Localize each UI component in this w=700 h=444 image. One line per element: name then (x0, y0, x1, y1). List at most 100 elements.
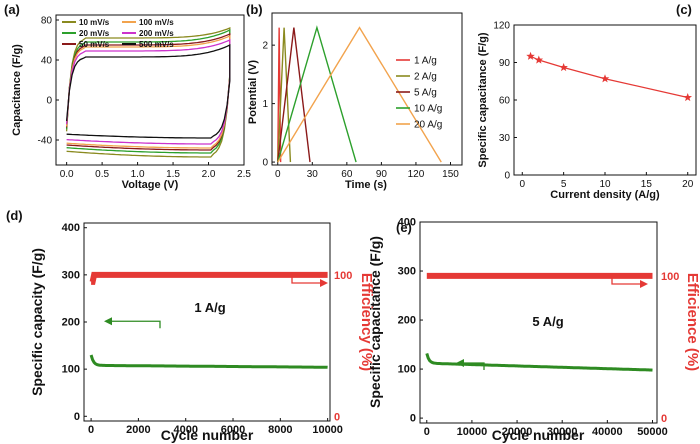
x-tick-label: 150 (442, 169, 459, 180)
y-tick-label: 400 (62, 222, 80, 234)
x-tick-label: 50000 (637, 426, 668, 438)
panel-d-xlabel: Cycle number (161, 427, 254, 443)
red-arrowhead (320, 279, 328, 287)
x-tick-label: 20 (682, 179, 694, 190)
rate-point-0 (526, 51, 535, 60)
panel-c-xlabel: Current density (A/g) (550, 189, 660, 201)
y-tick-label: 100 (398, 364, 416, 376)
x-tick-label: 0 (275, 169, 281, 180)
legend-entry: 10 mV/s (79, 18, 110, 27)
panel-d: (d) Cycle number Specific capacity (F/g)… (6, 208, 375, 443)
legend-entry: 50 mV/s (79, 40, 110, 49)
panel-b: (b) Time (s) Potential (V) 0 30 60 90 120 150… (246, 2, 463, 191)
red-arrow (611, 274, 640, 285)
x-tick-label: 0.0 (60, 169, 74, 180)
x-tick-label: 0 (519, 179, 525, 190)
right-tick-label: 100 (661, 271, 679, 283)
x-tick-label: 10 (599, 179, 611, 190)
panel-a-xlabel: Voltage (V) (122, 179, 179, 191)
panel-d-frame (83, 222, 331, 422)
y-tick-label: 0 (262, 158, 268, 169)
panel-d-ylabel-right: Efficiency (%) (358, 273, 375, 371)
y-tick-label: 120 (493, 21, 510, 32)
panel-a-label: (a) (4, 2, 20, 17)
green-arrowhead (104, 317, 112, 326)
x-tick-label: 6000 (221, 424, 245, 436)
x-tick-label: 90 (376, 169, 388, 180)
x-tick-label: 1.0 (131, 169, 145, 180)
x-tick-label: 1.5 (166, 169, 180, 180)
x-tick-label: 0.5 (95, 169, 109, 180)
y-tick-label: 300 (62, 269, 80, 281)
x-tick-label: 30000 (547, 426, 578, 438)
x-tick-label: 40000 (592, 426, 623, 438)
panel-c-frame (513, 24, 697, 176)
y-tick-label: 0 (504, 171, 510, 182)
y-tick-label: 1 (262, 99, 268, 110)
rate-point-4 (683, 93, 693, 102)
green-arrow (110, 320, 161, 329)
gcd-curve-3 (277, 25, 357, 163)
y-tick-label: 100 (62, 364, 80, 376)
y-tick-label: -40 (38, 136, 53, 147)
panel-e-annotation: 5 A/g (532, 314, 563, 329)
rate-line (530, 55, 688, 99)
y-tick-label: 30 (499, 133, 511, 144)
y-tick-label: 300 (398, 266, 416, 278)
y-tick-label: 0 (46, 96, 52, 107)
x-tick-label: 10000 (312, 424, 343, 436)
panel-e-label: (e) (396, 220, 412, 235)
x-tick-label: 20000 (502, 426, 533, 438)
y-tick-label: 200 (62, 317, 80, 329)
panel-b-frame (271, 12, 463, 166)
panel-d-ylabel: Specific capacity (F/g) (29, 248, 45, 396)
panel-a-ylabel: Capacitance (F/g) (11, 44, 23, 136)
x-tick-label: 10000 (457, 426, 488, 438)
x-tick-label: 15 (641, 179, 653, 190)
panel-b-xlabel: Time (s) (345, 179, 387, 191)
panel-e-frame (419, 221, 658, 424)
legend-entry: 500 mV/s (139, 40, 174, 49)
legend-entry: 1 A/g (414, 56, 437, 67)
red-arrowhead (640, 280, 648, 288)
panel-c-ylabel: Specific capacitance (F/g) (477, 32, 489, 167)
panel-c-label: (c) (676, 2, 692, 17)
x-tick-label: 4000 (173, 424, 197, 436)
capacity-series (425, 352, 653, 372)
x-tick-label: 30 (307, 169, 319, 180)
legend-entry: 2 A/g (414, 72, 437, 83)
cv-curve-4 (65, 38, 231, 145)
x-tick-label: 2.0 (202, 169, 216, 180)
red-arrow (291, 272, 320, 284)
green-arrowhead (456, 359, 464, 367)
panel-d-annotation: 1 A/g (194, 300, 225, 315)
panel-e-xlabel: Cycle number (492, 427, 585, 443)
x-tick-label: 0 (88, 424, 94, 436)
right-tick-label: 0 (661, 413, 667, 425)
legend-entry: 20 mV/s (79, 29, 110, 38)
y-tick-label: 80 (41, 16, 53, 27)
legend-entry: 10 A/g (414, 104, 442, 115)
legend-entry: 200 mV/s (139, 29, 174, 38)
y-tick-label: 0 (410, 413, 416, 425)
rate-point-1 (534, 55, 544, 64)
y-tick-label: 40 (41, 56, 53, 67)
y-tick-label: 2 (262, 41, 268, 52)
x-tick-label: 0 (424, 426, 430, 438)
cv-curve-5 (65, 43, 231, 139)
panel-e: (e) Cycle number Specific capacitance (F… (367, 217, 700, 444)
y-tick-label: 200 (398, 315, 416, 327)
gcd-curve-4 (277, 26, 442, 163)
efficiency-series (89, 271, 328, 285)
panel-d-label: (d) (6, 208, 23, 223)
x-tick-label: 60 (341, 169, 353, 180)
x-tick-label: 8000 (268, 424, 292, 436)
legend-entry: 5 A/g (414, 88, 437, 99)
green-arrow (462, 362, 485, 370)
right-tick-label: 100 (334, 270, 352, 282)
panel-a: (a) Voltage (V) Capacitance (F/g) 0.0 0.5… (4, 2, 251, 191)
panel-b-ylabel: Potential (V) (247, 60, 259, 125)
rate-point-3 (600, 74, 610, 83)
panel-e-ylabel-right: Efficience (%) (684, 273, 700, 371)
y-tick-label: 60 (499, 96, 511, 107)
